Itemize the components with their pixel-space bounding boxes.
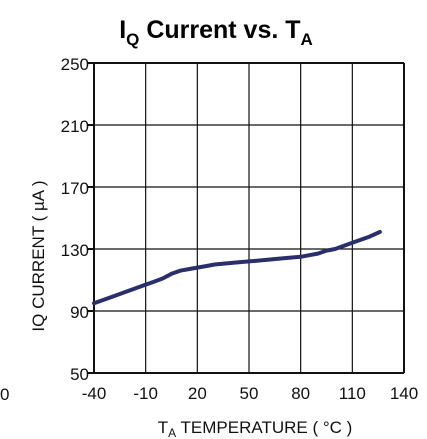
y-tick-label: 90 bbox=[70, 303, 89, 322]
x-tick-label: 80 bbox=[291, 384, 310, 403]
x-tick-label: 20 bbox=[188, 384, 207, 403]
y-axis-label: IQ CURRENT ( µA ) bbox=[29, 180, 48, 331]
y-tick-label: 210 bbox=[61, 117, 89, 136]
x-axis-ticks: -40 -10 20 50 80 110 140 bbox=[82, 384, 418, 403]
x-tick-label: -40 bbox=[82, 384, 107, 403]
y-tick-label: 130 bbox=[61, 241, 89, 260]
x-tick-label: -10 bbox=[133, 384, 158, 403]
iq-current-line bbox=[92, 229, 382, 306]
x-tick-label: 50 bbox=[240, 384, 259, 403]
y-tick-label: 170 bbox=[61, 179, 89, 198]
x-tick-label: 140 bbox=[390, 384, 418, 403]
y-tick-label: 50 bbox=[70, 365, 89, 384]
y-axis-ticks: 50 90 130 170 210 250 bbox=[61, 55, 89, 384]
y-tick-label: 250 bbox=[61, 55, 89, 74]
left-edge-text: 0 bbox=[0, 385, 9, 404]
grid bbox=[88, 62, 405, 374]
chart-title: IQ Current vs. TA bbox=[119, 16, 313, 49]
series-group bbox=[92, 229, 382, 306]
x-tick-label: 110 bbox=[339, 384, 366, 403]
x-axis-label: TA TEMPERATURE ( °C ) bbox=[158, 418, 353, 439]
